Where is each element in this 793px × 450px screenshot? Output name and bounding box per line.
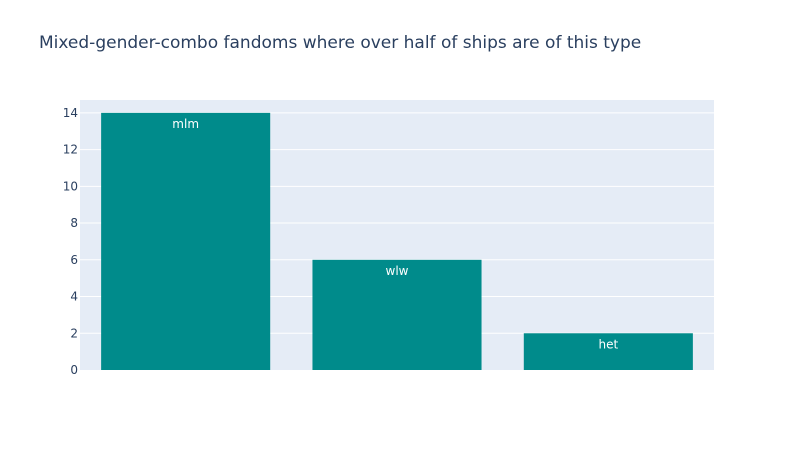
y-axis-ticks: 0 2 4 6 8 10 12 14 bbox=[63, 106, 78, 377]
y-tick-label: 14 bbox=[63, 106, 78, 120]
y-tick-label: 8 bbox=[70, 216, 78, 230]
y-tick-label: 0 bbox=[70, 363, 78, 377]
bar-mlm bbox=[101, 112, 271, 370]
bar-label-mlm: mlm bbox=[172, 117, 199, 131]
y-tick-label: 2 bbox=[70, 326, 78, 340]
chart-title: Mixed-gender-combo fandoms where over ha… bbox=[39, 33, 642, 53]
y-tick-label: 12 bbox=[63, 143, 78, 157]
bar-label-wlw: wlw bbox=[386, 264, 409, 278]
bar-labels: mlm wlw het bbox=[172, 117, 618, 351]
y-tick-label: 4 bbox=[70, 290, 78, 304]
bars bbox=[101, 112, 693, 370]
bar-label-het: het bbox=[598, 337, 618, 351]
bar-het bbox=[523, 333, 693, 370]
y-tick-label: 6 bbox=[70, 253, 78, 267]
y-tick-label: 10 bbox=[63, 179, 78, 193]
bar-wlw bbox=[312, 259, 482, 370]
